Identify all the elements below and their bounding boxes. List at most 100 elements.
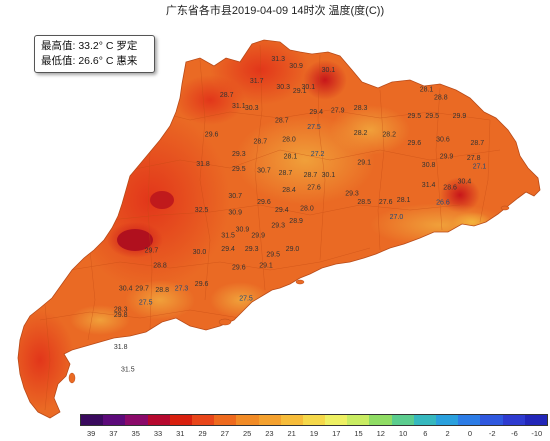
station-temp-label: 30.7	[228, 193, 242, 200]
station-temp-label: 28.7	[254, 138, 268, 145]
color-legend-tick: 12	[376, 429, 385, 438]
station-temp-label: 28.2	[382, 132, 396, 139]
station-temp-label: 28.5	[357, 199, 371, 206]
color-legend-swatch	[258, 415, 281, 425]
station-temp-label: 28.0	[282, 137, 296, 144]
station-temp-label: 30.8	[422, 162, 436, 169]
color-legend-tick: 15	[354, 429, 363, 438]
province-border	[17, 39, 541, 419]
color-legend-swatch	[391, 415, 414, 425]
min-temp-label: 最低值: 26.6° C 惠来	[41, 55, 138, 67]
station-temp-label: 29.1	[357, 159, 371, 166]
color-legend-tick: 0	[467, 429, 472, 438]
station-temp-label: 29.3	[345, 190, 359, 197]
color-legend-swatch	[236, 415, 259, 425]
color-legend-tick: 21	[287, 429, 296, 438]
color-legend-swatch	[325, 415, 348, 425]
station-temp-label: 29.6	[257, 199, 271, 206]
station-temp-label: 29.5	[232, 166, 246, 173]
color-legend-tick: 10	[398, 429, 408, 438]
color-legend-swatch	[480, 415, 503, 425]
color-legend-tick: -6	[511, 429, 518, 438]
station-temp-label: 29.4	[275, 207, 289, 214]
station-temp-label: 29.1	[259, 263, 273, 270]
color-legend-tick: 31	[176, 429, 185, 438]
station-temp-label: 28.6	[443, 185, 457, 192]
station-temp-label: 29.5	[425, 113, 439, 120]
station-temp-label: 26.6	[436, 200, 450, 207]
station-temp-label: 28.0	[300, 206, 314, 213]
station-temp-label: 29.9	[251, 232, 265, 239]
color-legend-swatch	[302, 415, 326, 425]
station-temp-label: 30.9	[228, 210, 242, 217]
station-temp-label: 28.8	[155, 287, 169, 294]
station-temp-label: 31.3	[271, 56, 285, 63]
station-temp-label: 29.0	[286, 246, 300, 253]
station-temp-label: 29.3	[232, 151, 246, 158]
station-temp-label: 28.7	[471, 140, 485, 147]
station-temp-label: 29.3	[271, 222, 285, 229]
station-temp-label: 28.7	[275, 117, 289, 124]
station-temp-label: 30.3	[245, 105, 259, 112]
station-temp-label: 31.8	[196, 161, 210, 168]
station-temp-label: 31.4	[422, 182, 436, 189]
color-legend-tick: 39	[86, 429, 96, 438]
station-temp-label: 31.8	[114, 344, 128, 351]
station-temp-label: 29.8	[114, 312, 128, 319]
station-temp-label: 31.5	[121, 367, 135, 374]
station-temp-label: 29.6	[232, 264, 246, 271]
color-legend-swatch	[347, 415, 370, 425]
station-temp-label: 27.6	[379, 199, 393, 206]
map-title: 广东省各市县2019-04-09 14时次 温度(度(C))	[165, 5, 385, 17]
station-temp-label: 27.2	[311, 151, 325, 158]
station-temp-label: 29.1	[293, 88, 307, 95]
station-temp-label: 30.1	[322, 67, 336, 74]
color-legend-swatch	[436, 415, 459, 425]
color-legend	[80, 414, 548, 426]
station-temp-label: 28.9	[289, 218, 303, 225]
stats-box: 最高值: 33.2° C 罗定 最低值: 26.6° C 惠来	[34, 35, 155, 73]
station-temp-label: 28.4	[282, 187, 296, 194]
color-legend-swatch	[214, 415, 237, 425]
station-temp-label: 31.5	[221, 232, 235, 239]
station-temp-label: 29.4	[221, 246, 235, 253]
station-temp-label: 30.4	[119, 285, 133, 292]
station-temp-label: 28.7	[304, 172, 318, 179]
color-legend-swatch	[502, 415, 525, 425]
station-temp-label: 29.3	[245, 246, 259, 253]
color-legend-tick: 33	[153, 429, 163, 438]
station-temp-label: 29.5	[266, 252, 280, 259]
color-legend-swatch	[125, 415, 148, 425]
color-legend-swatch	[369, 415, 392, 425]
station-temp-label: 30.0	[193, 249, 207, 256]
station-temp-label: 30.4	[458, 179, 472, 186]
color-legend-tick: -2	[488, 429, 496, 438]
station-temp-label: 29.9	[440, 154, 454, 161]
station-temp-label: 31.1	[232, 103, 246, 110]
station-temp-label: 28.7	[279, 170, 293, 177]
station-temp-label: 27.6	[307, 185, 321, 192]
station-temp-label: 28.1	[420, 86, 434, 93]
max-temp-label: 最高值: 33.2° C 罗定	[41, 40, 138, 52]
color-legend-swatch	[280, 415, 303, 425]
station-temp-label: 28.3	[114, 306, 128, 313]
station-temp-label: 29.5	[408, 113, 422, 120]
color-legend-tick: 27	[220, 429, 229, 438]
color-legend-swatch	[169, 415, 192, 425]
station-temp-label: 27.8	[467, 155, 481, 162]
color-legend-tick: 23	[265, 429, 274, 438]
station-temp-label: 29.6	[408, 140, 422, 147]
color-legend-swatch	[524, 415, 547, 425]
station-temp-label: 28.2	[354, 130, 368, 137]
coastal-islands	[68, 205, 510, 384]
color-legend-tick: 35	[131, 429, 140, 438]
color-legend-swatch	[191, 415, 215, 425]
station-temp-label: 29.7	[135, 285, 149, 292]
station-temp-label: 28.7	[220, 92, 234, 99]
color-legend-tick: 6	[423, 429, 428, 438]
station-labels: 31.330.930.131.730.3 30.129.128.731.1 30.3…	[114, 56, 487, 374]
color-legend-swatch	[103, 415, 126, 425]
color-legend-swatch	[147, 415, 170, 425]
station-temp-label: 27.5	[239, 295, 253, 302]
station-temp-label: 28.1	[284, 154, 298, 161]
